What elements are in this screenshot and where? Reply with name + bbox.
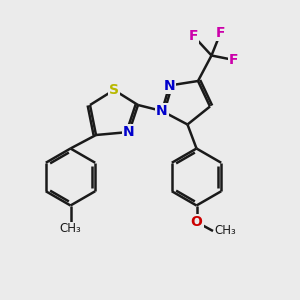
- Text: F: F: [189, 29, 198, 43]
- Text: O: O: [190, 215, 202, 229]
- Text: N: N: [164, 79, 175, 92]
- Text: F: F: [216, 26, 225, 40]
- Text: S: S: [109, 83, 119, 97]
- Text: F: F: [229, 53, 239, 67]
- Text: CH₃: CH₃: [214, 224, 236, 238]
- Text: CH₃: CH₃: [60, 222, 81, 235]
- Text: N: N: [156, 104, 168, 118]
- Text: N: N: [123, 125, 135, 139]
